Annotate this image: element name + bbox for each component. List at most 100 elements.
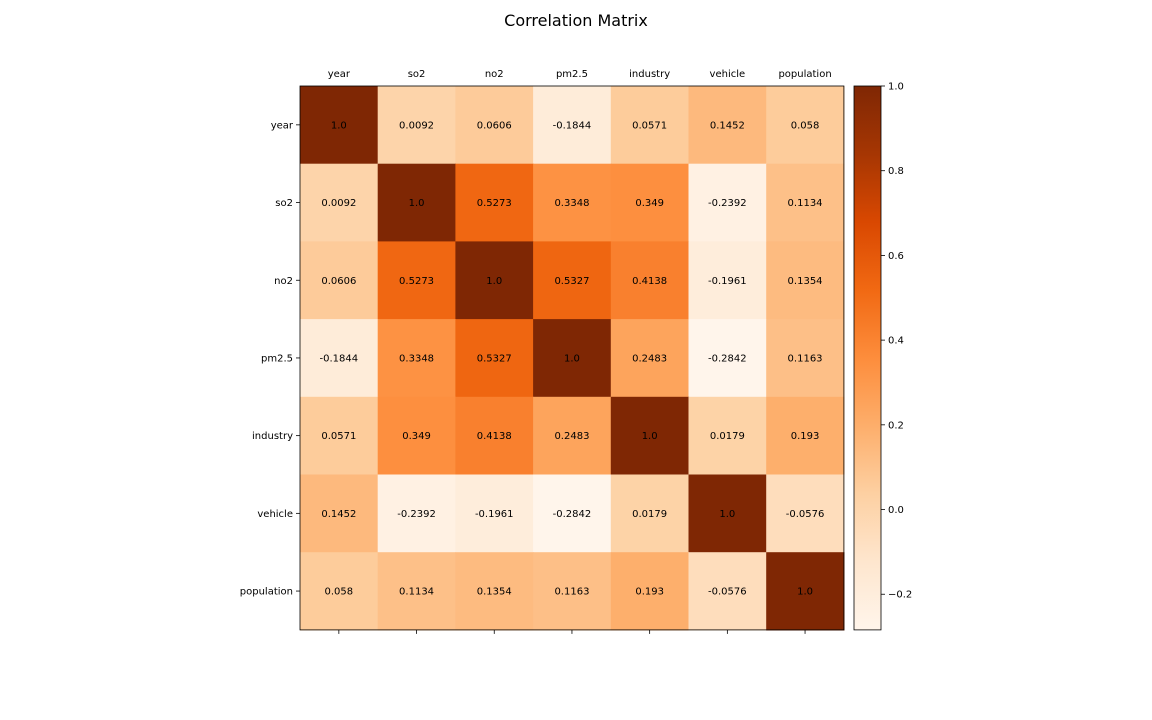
heatmap-cell — [377, 163, 456, 242]
heatmap-cell-value-label: 0.193 — [635, 587, 664, 598]
chart-title: Correlation Matrix — [504, 11, 648, 30]
heatmap-cell — [688, 474, 767, 553]
heatmap-cells — [300, 86, 845, 631]
heatmap-cell — [610, 241, 690, 320]
heatmap-cell — [455, 86, 534, 165]
heatmap-cell — [300, 241, 379, 320]
heatmap-cell-value-label: 1.0 — [486, 276, 502, 287]
colorbar-tick-label: 0.8 — [888, 166, 904, 177]
heatmap-cell — [688, 241, 767, 320]
heatmap-cell-value-label: 0.1452 — [321, 509, 356, 520]
heatmap-cell — [377, 241, 456, 320]
heatmap-cell-value-label: 0.1134 — [788, 198, 823, 209]
heatmap-cell — [610, 396, 690, 476]
heatmap-cell — [610, 86, 690, 165]
colorbar-tick-label: 0.2 — [888, 420, 904, 431]
heatmap-cell — [688, 552, 767, 631]
y-tick-label: no2 — [274, 276, 293, 287]
heatmap-cell-value-label: 0.0571 — [321, 431, 356, 442]
heatmap-cell-value-label: -0.0576 — [708, 587, 747, 598]
heatmap-cell-value-label: 0.0179 — [710, 431, 745, 442]
heatmap-cell — [300, 86, 379, 165]
heatmap-cell-value-label: 0.0606 — [321, 276, 356, 287]
colorbar-tick-label: 1.0 — [888, 82, 904, 93]
heatmap-cell — [766, 241, 845, 320]
heatmap-cell-value-label: -0.0576 — [786, 509, 825, 520]
heatmap-cell — [300, 552, 379, 631]
heatmap-cell — [766, 552, 845, 631]
y-tick-label: so2 — [275, 198, 293, 209]
heatmap-cell-value-label: 0.2483 — [632, 353, 667, 364]
heatmap-cell-value-label: 1.0 — [797, 587, 813, 598]
heatmap-cell — [455, 319, 534, 398]
heatmap-cell — [377, 319, 456, 398]
heatmap-cell-value-label: 0.5273 — [399, 276, 434, 287]
heatmap-cell — [688, 396, 767, 476]
heatmap-cell-value-label: 0.0571 — [632, 120, 667, 131]
heatmap-cell-value-label: -0.1844 — [320, 353, 359, 364]
heatmap-cell — [688, 86, 767, 165]
heatmap-cell-value-label: 0.0606 — [477, 120, 512, 131]
heatmap-cell — [455, 552, 534, 631]
heatmap-cell — [533, 319, 612, 398]
heatmap-cell-value-label: -0.2392 — [708, 198, 747, 209]
colorbar-ticks: −0.2 0.0 0.2 0.4 0.6 0.8 1.0 — [881, 82, 912, 601]
heatmap-cell-value-label: 0.349 — [402, 431, 431, 442]
heatmap-cell-value-label: 0.1354 — [477, 587, 512, 598]
y-tick-label: vehicle — [257, 509, 293, 520]
heatmap-cell — [300, 163, 379, 242]
heatmap-cell-value-label: -0.1961 — [708, 276, 747, 287]
heatmap-cell-value-label: 1.0 — [564, 353, 580, 364]
heatmap-cell — [377, 396, 456, 476]
heatmap-cell — [300, 474, 379, 553]
heatmap-cell — [533, 163, 612, 242]
colorbar-tick-label: −0.2 — [888, 590, 912, 601]
heatmap-cell — [610, 319, 690, 398]
heatmap-cell-value-label: 0.1163 — [554, 587, 589, 598]
heatmap-cell-value-label: 0.5327 — [477, 353, 512, 364]
x-tick-label: year — [328, 69, 351, 80]
colorbar — [854, 86, 881, 630]
x-tick-label: vehicle — [710, 69, 746, 80]
heatmap-cell — [533, 552, 612, 631]
heatmap-cell-value-label: 0.3348 — [399, 353, 434, 364]
heatmap-cell — [610, 163, 690, 242]
heatmap-cell-value-label: 1.0 — [331, 120, 347, 131]
colorbar-frame — [853, 85, 882, 631]
y-tick-label: year — [271, 120, 294, 131]
heatmap-cell-labels: 1.0 0.0092 0.0606 -0.1844 0.0571 0.1452 0.058 0… — [320, 120, 825, 597]
x-tick-label: so2 — [408, 69, 426, 80]
heatmap-cell-value-label: -0.2392 — [397, 509, 436, 520]
y-tick-label: pm2.5 — [261, 353, 293, 364]
y-tick-label: industry — [252, 431, 293, 442]
y-tick-label: population — [240, 587, 293, 598]
heatmap-cell-value-label: 0.0092 — [399, 120, 434, 131]
x-tick-label: pm2.5 — [556, 69, 588, 80]
heatmap-cell — [533, 241, 612, 320]
heatmap-cell-value-label: 0.058 — [325, 587, 354, 598]
heatmap-cell — [455, 241, 534, 320]
heatmap-cell — [377, 86, 456, 165]
heatmap-cell-value-label: 0.4138 — [632, 276, 667, 287]
heatmap-cell — [377, 552, 456, 631]
heatmap-cell — [455, 163, 534, 242]
heatmap-cell — [766, 474, 845, 553]
heatmap-cell-value-label: 0.4138 — [477, 431, 512, 442]
heatmap-cell-value-label: 0.1134 — [399, 587, 434, 598]
heatmap-cell-value-label: -0.2842 — [708, 353, 747, 364]
heatmap-cell-value-label: 0.193 — [791, 431, 820, 442]
heatmap-cell-value-label: 0.1452 — [710, 120, 745, 131]
heatmap-cell — [533, 474, 612, 553]
heatmap-cell — [455, 474, 534, 553]
colorbar-tick-label: 0.4 — [888, 336, 904, 347]
heatmap-cell-value-label: 0.058 — [791, 120, 820, 131]
heatmap-cell-value-label: 0.1163 — [788, 353, 823, 364]
x-tick-label: population — [778, 69, 831, 80]
x-tick-label: industry — [629, 69, 670, 80]
x-axis-ticks: year so2 no2 pm2.5 industry vehicle population — [328, 69, 832, 634]
heatmap-cell — [610, 474, 690, 553]
heatmap-cell-value-label: 0.1354 — [788, 276, 823, 287]
heatmap-cell-value-label: 1.0 — [719, 509, 735, 520]
